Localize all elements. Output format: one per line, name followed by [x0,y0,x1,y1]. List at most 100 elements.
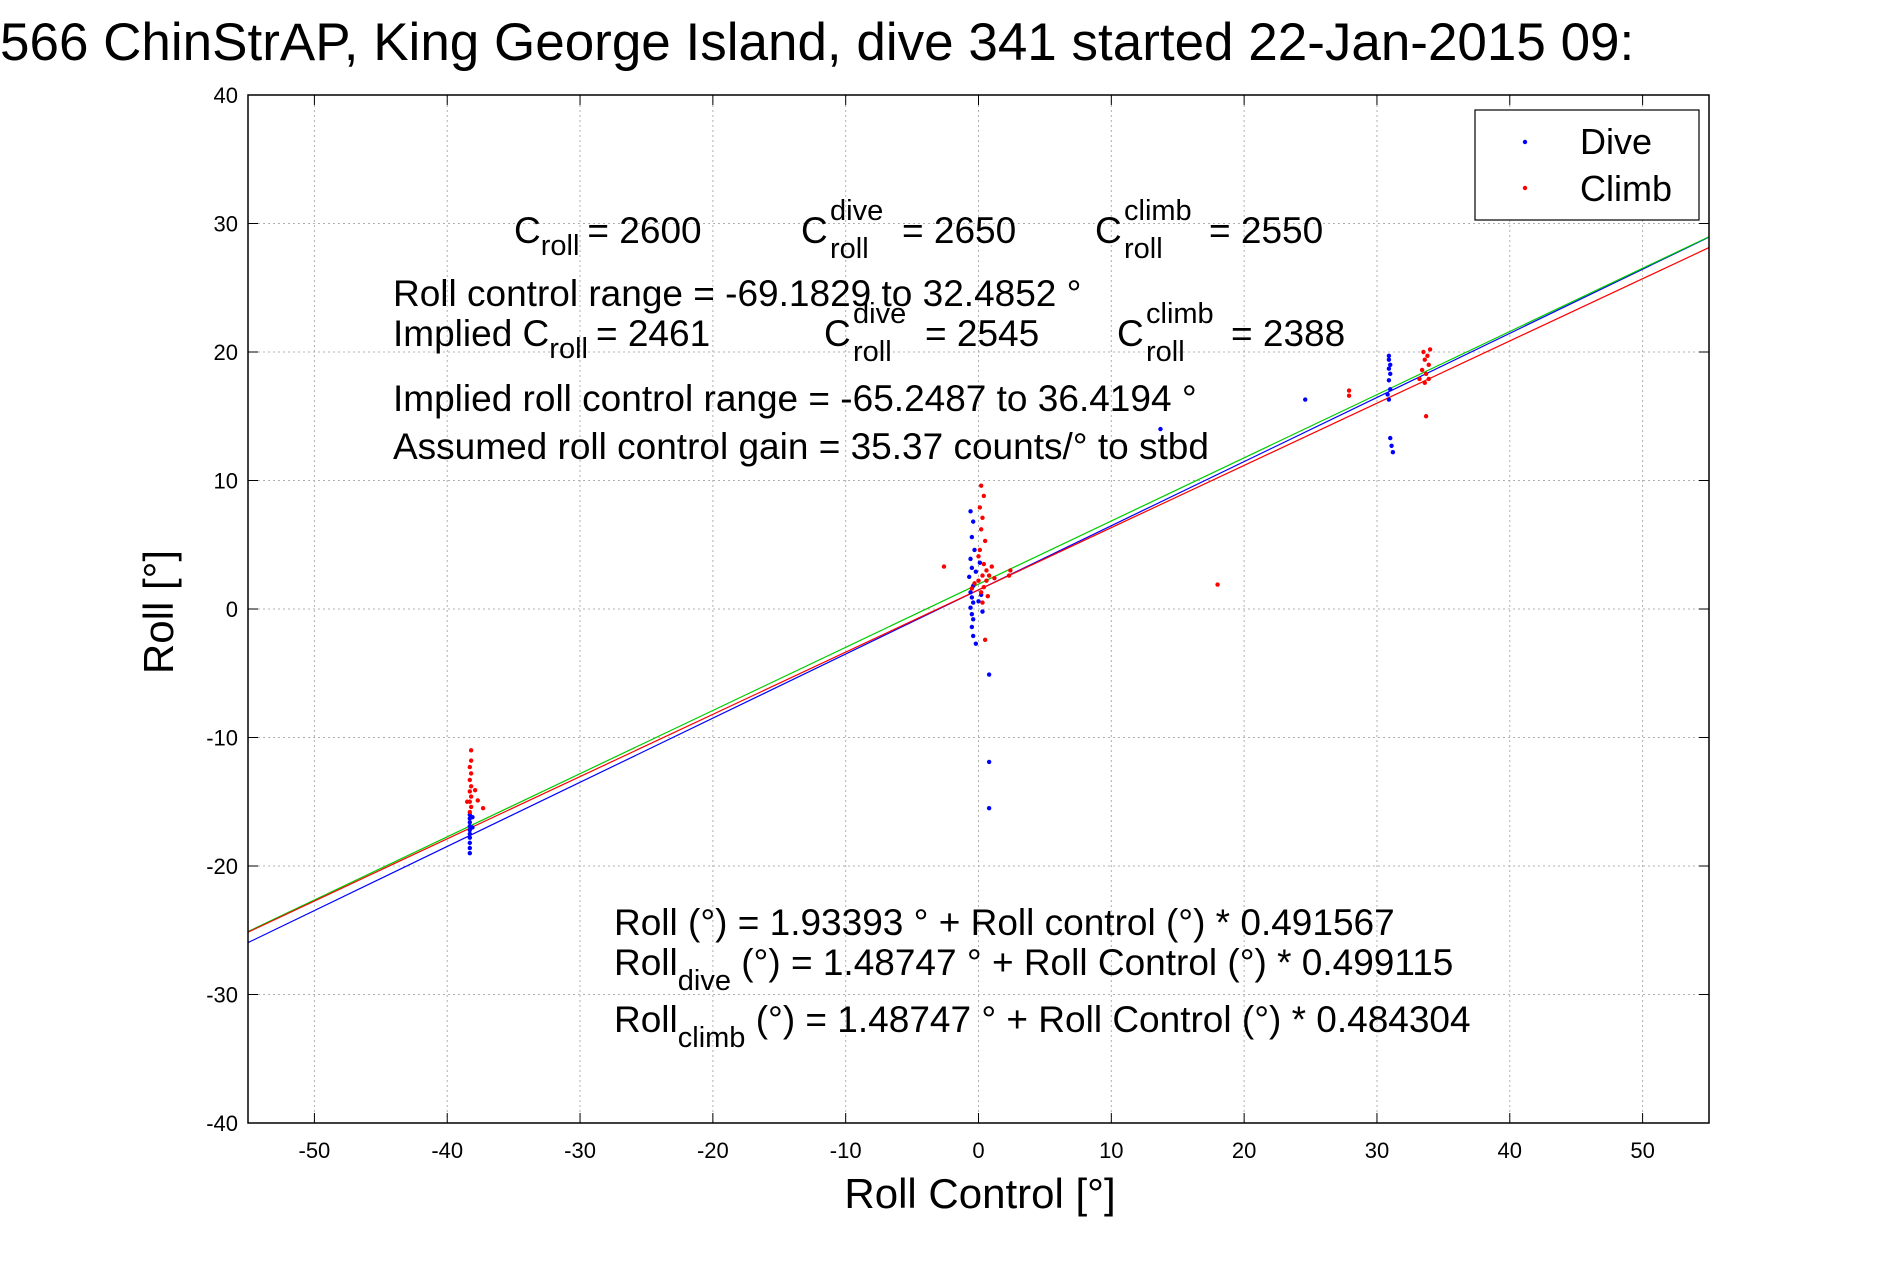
x-tick-label: 40 [1498,1138,1522,1163]
data-point-dive [969,595,975,600]
data-point-dive [972,547,977,553]
legend-dive-label: Dive [1580,121,1652,162]
data-point-dive [986,805,992,811]
data-point-dive [1388,435,1393,441]
c-climb-annotation-sup: climb [1124,195,1192,227]
data-point-climb [1426,362,1431,368]
legend: Dive Climb [1474,109,1700,221]
implied-range-annotation: Implied roll control range = -65.2487 to… [393,378,1197,419]
data-point-dive [1386,366,1392,371]
data-point-dive [970,519,976,524]
data-point-dive [1386,378,1392,383]
data-point-climb [980,515,985,520]
implied-c-climb-sup: climb [1146,298,1214,330]
data-point-dive [970,617,976,622]
data-point-dive [986,759,992,765]
data-point-dive [969,534,975,540]
data-point-climb [1423,414,1429,419]
y-tick-label: -20 [206,854,238,879]
y-tick-label: -10 [206,726,238,751]
y-axis-label: Roll [°] [135,550,182,674]
legend-climb-marker [1522,185,1528,191]
y-tick-label: -40 [206,1111,238,1136]
data-point-dive [1386,353,1392,359]
data-point-climb [941,564,947,569]
data-point-climb [1421,349,1426,355]
implied-c-roll-annotation: Implied Croll = 2461 [393,313,710,365]
c-values-annotation: Croll = 2600 C dive roll = 2650 C climb r… [514,195,1323,265]
y-tick-label: 40 [214,83,238,108]
data-point-dive [968,509,973,514]
data-point-climb [977,547,983,553]
data-point-dive [973,641,979,646]
c-dive-annotation-value: = 2650 [902,210,1016,251]
data-point-climb [981,561,987,567]
data-point-climb [984,578,989,583]
data-point-climb [475,798,480,803]
data-point-climb [981,584,987,590]
data-point-dive [969,611,975,617]
implied-c-climb-value: = 2388 [1231,313,1345,354]
data-point-climb [467,777,473,783]
data-point-dive [968,605,973,610]
data-point-dive [470,825,475,830]
data-point-dive [467,845,473,851]
data-point-climb [985,593,990,599]
data-point-climb [464,799,470,804]
data-point-dive [969,624,975,630]
data-point-climb [1419,367,1425,373]
data-point-climb [982,637,988,643]
data-point-climb [978,527,984,532]
data-point-climb [1422,380,1427,386]
c-dive-annotation-sub: roll [830,233,869,265]
data-point-dive [977,560,983,565]
data-point-climb [1423,371,1429,377]
x-axis-label: Roll Control [°] [844,1170,1115,1217]
data-point-dive [973,569,979,574]
data-points [464,347,1433,856]
data-point-dive [970,633,976,639]
x-tick-label: -30 [564,1138,596,1163]
data-point-climb [467,764,473,770]
data-point-climb [467,789,473,794]
equation-all: Roll (°) = 1.93393 ° + Roll control (°) … [614,902,1395,943]
data-point-climb [1426,376,1431,382]
data-point-climb [978,590,984,595]
implied-c-dive-value: = 2545 [925,313,1039,354]
c-dive-annotation-base: C [801,210,828,251]
legend-box [1474,109,1700,221]
implied-c-annotation: Implied Croll = 2461 C dive roll = 2545 C… [393,298,1345,368]
fit-line [247,236,1710,933]
data-point-climb [1425,353,1430,359]
data-point-dive [1386,357,1392,362]
data-point-dive [969,565,975,571]
x-tick-label: -10 [830,1138,862,1163]
data-point-climb [978,483,984,488]
data-point-climb [468,804,474,810]
data-point-climb [468,784,474,789]
data-point-climb [984,568,989,573]
axis-ticks: -50 -40 -30 -20 -10 0 10 20 30 40 50 -40 -30 -20 -10 0 1… [206,83,1709,1163]
range-annotation: Roll control range = -69.1829 to 32.4852… [393,273,1081,314]
data-point-climb [980,600,985,605]
data-point-dive [1303,397,1308,402]
fit-lines [247,236,1710,944]
data-point-dive [970,600,976,605]
data-point-dive [1385,392,1390,397]
data-point-climb [976,554,981,559]
data-point-climb [972,581,977,586]
data-point-dive [467,831,473,837]
c-dive-annotation-sup: dive [830,195,883,227]
equation-climb: Rollclimb (°) = 1.48747 ° + Roll Control… [614,999,1471,1054]
data-point-climb [468,794,474,799]
data-point-climb [980,573,985,578]
data-point-climb [480,805,486,811]
data-point-dive [1390,450,1396,455]
c-roll-annotation: Croll = 2600 [514,210,702,262]
data-point-climb [981,493,987,499]
data-point-climb [1346,393,1352,398]
data-point-climb [1346,388,1352,393]
data-point-climb [1422,357,1427,362]
equation-dive: Rolldive (°) = 1.48747 ° + Roll Control … [614,942,1453,997]
x-tick-label: -40 [431,1138,463,1163]
